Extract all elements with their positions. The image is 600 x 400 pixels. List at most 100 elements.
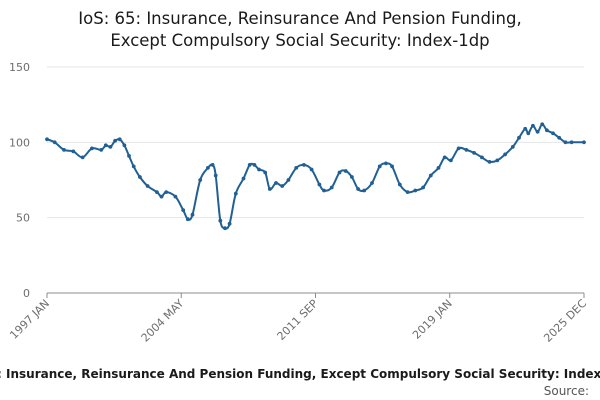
- data-point-53: [384, 161, 388, 166]
- data-point-52: [377, 164, 382, 169]
- data-point-51: [370, 181, 374, 185]
- data-point-48: [350, 175, 354, 179]
- data-point-18: [164, 190, 169, 195]
- data-point-74: [531, 123, 535, 128]
- data-point-28: [223, 226, 227, 231]
- y-tick-label-0: 0: [23, 287, 30, 300]
- data-point-30: [233, 191, 238, 196]
- data-point-71: [517, 135, 521, 140]
- data-point-80: [563, 140, 568, 145]
- series-group: [45, 122, 586, 231]
- data-point-2: [62, 148, 66, 152]
- data-point-36: [267, 187, 272, 191]
- x-tick-label-4: 2025 DEC: [541, 297, 589, 345]
- data-point-82: [582, 140, 586, 145]
- data-point-22: [190, 212, 195, 217]
- data-point-69: [503, 152, 507, 157]
- data-point-78: [551, 131, 555, 136]
- data-point-29: [227, 221, 232, 226]
- chart-title-line-2: Except Compulsory Social Security: Index…: [110, 31, 489, 50]
- data-point-1: [52, 140, 57, 145]
- data-point-79: [557, 135, 562, 140]
- data-point-44: [322, 188, 326, 193]
- data-point-45: [329, 185, 334, 190]
- data-point-3: [71, 149, 76, 154]
- data-point-0: [45, 137, 49, 142]
- data-point-10: [117, 137, 122, 142]
- data-point-31: [241, 176, 246, 181]
- data-point-59: [428, 173, 433, 178]
- data-point-23: [198, 178, 203, 182]
- legend-label: IoS: 65: Insurance, Reinsurance And Pens…: [0, 367, 600, 381]
- data-point-24: [206, 166, 210, 170]
- data-point-16: [155, 190, 159, 195]
- data-point-54: [390, 164, 394, 169]
- chart-title-line-1: IoS: 65: Insurance, Reinsurance And Pens…: [78, 9, 521, 28]
- data-point-33: [252, 163, 257, 167]
- data-point-38: [280, 184, 285, 188]
- data-point-66: [480, 155, 484, 160]
- data-point-7: [103, 143, 108, 148]
- data-point-42: [309, 167, 314, 172]
- data-point-63: [456, 146, 461, 151]
- data-point-21: [185, 217, 190, 222]
- data-point-40: [294, 166, 299, 170]
- y-tick-label-2: 100: [9, 136, 30, 149]
- data-point-68: [495, 158, 500, 163]
- data-point-56: [405, 190, 410, 195]
- data-point-43: [317, 182, 322, 187]
- data-point-64: [464, 148, 469, 152]
- data-point-15: [145, 184, 150, 188]
- data-point-55: [397, 182, 402, 187]
- data-point-13: [131, 164, 136, 169]
- x-tick-label-0: 1997 JAN: [7, 297, 52, 342]
- data-point-20: [181, 208, 186, 213]
- data-point-76: [540, 122, 545, 127]
- data-point-62: [449, 158, 453, 163]
- data-point-35: [263, 170, 268, 175]
- data-point-32: [247, 163, 252, 167]
- y-tick-label-1: 50: [16, 212, 30, 225]
- data-point-5: [90, 146, 94, 151]
- data-point-11: [122, 143, 127, 148]
- data-point-17: [159, 194, 164, 199]
- data-point-8: [108, 145, 113, 149]
- data-point-39: [286, 178, 291, 182]
- data-point-4: [80, 155, 85, 160]
- data-point-6: [99, 148, 104, 152]
- data-point-72: [523, 126, 528, 131]
- gridlines: [47, 66, 584, 294]
- data-point-14: [138, 175, 142, 179]
- data-point-46: [337, 170, 342, 175]
- data-point-67: [487, 160, 492, 164]
- data-point-41: [302, 163, 306, 167]
- data-point-70: [510, 145, 515, 149]
- data-point-37: [274, 181, 278, 185]
- data-point-25: [210, 163, 215, 167]
- x-tick-label-2: 2011 SEP: [275, 297, 321, 343]
- data-point-49: [356, 187, 360, 191]
- x-axis: 1997 JAN 2004 MAY 2011 SEP 2019 JAN 2025 DEC: [7, 292, 589, 345]
- data-point-34: [257, 167, 261, 172]
- data-point-60: [436, 166, 441, 170]
- series-markers-0: [45, 122, 586, 231]
- data-point-47: [343, 169, 348, 173]
- y-tick-label-3: 150: [9, 61, 30, 74]
- x-tick-label-1: 2004 MAY: [139, 297, 187, 345]
- data-point-19: [173, 194, 178, 199]
- data-point-57: [413, 188, 418, 193]
- data-point-81: [569, 140, 574, 145]
- data-point-75: [535, 129, 540, 134]
- x-tick-label-3: 2019 JAN: [410, 297, 455, 342]
- data-point-26: [213, 173, 218, 178]
- data-point-12: [127, 154, 131, 158]
- data-point-65: [472, 151, 476, 155]
- data-point-27: [218, 218, 223, 223]
- data-point-73: [526, 131, 531, 136]
- data-point-58: [421, 185, 425, 190]
- data-point-61: [442, 155, 447, 160]
- data-point-9: [113, 138, 117, 143]
- source-label: Source:: [544, 384, 589, 398]
- data-point-77: [545, 128, 549, 133]
